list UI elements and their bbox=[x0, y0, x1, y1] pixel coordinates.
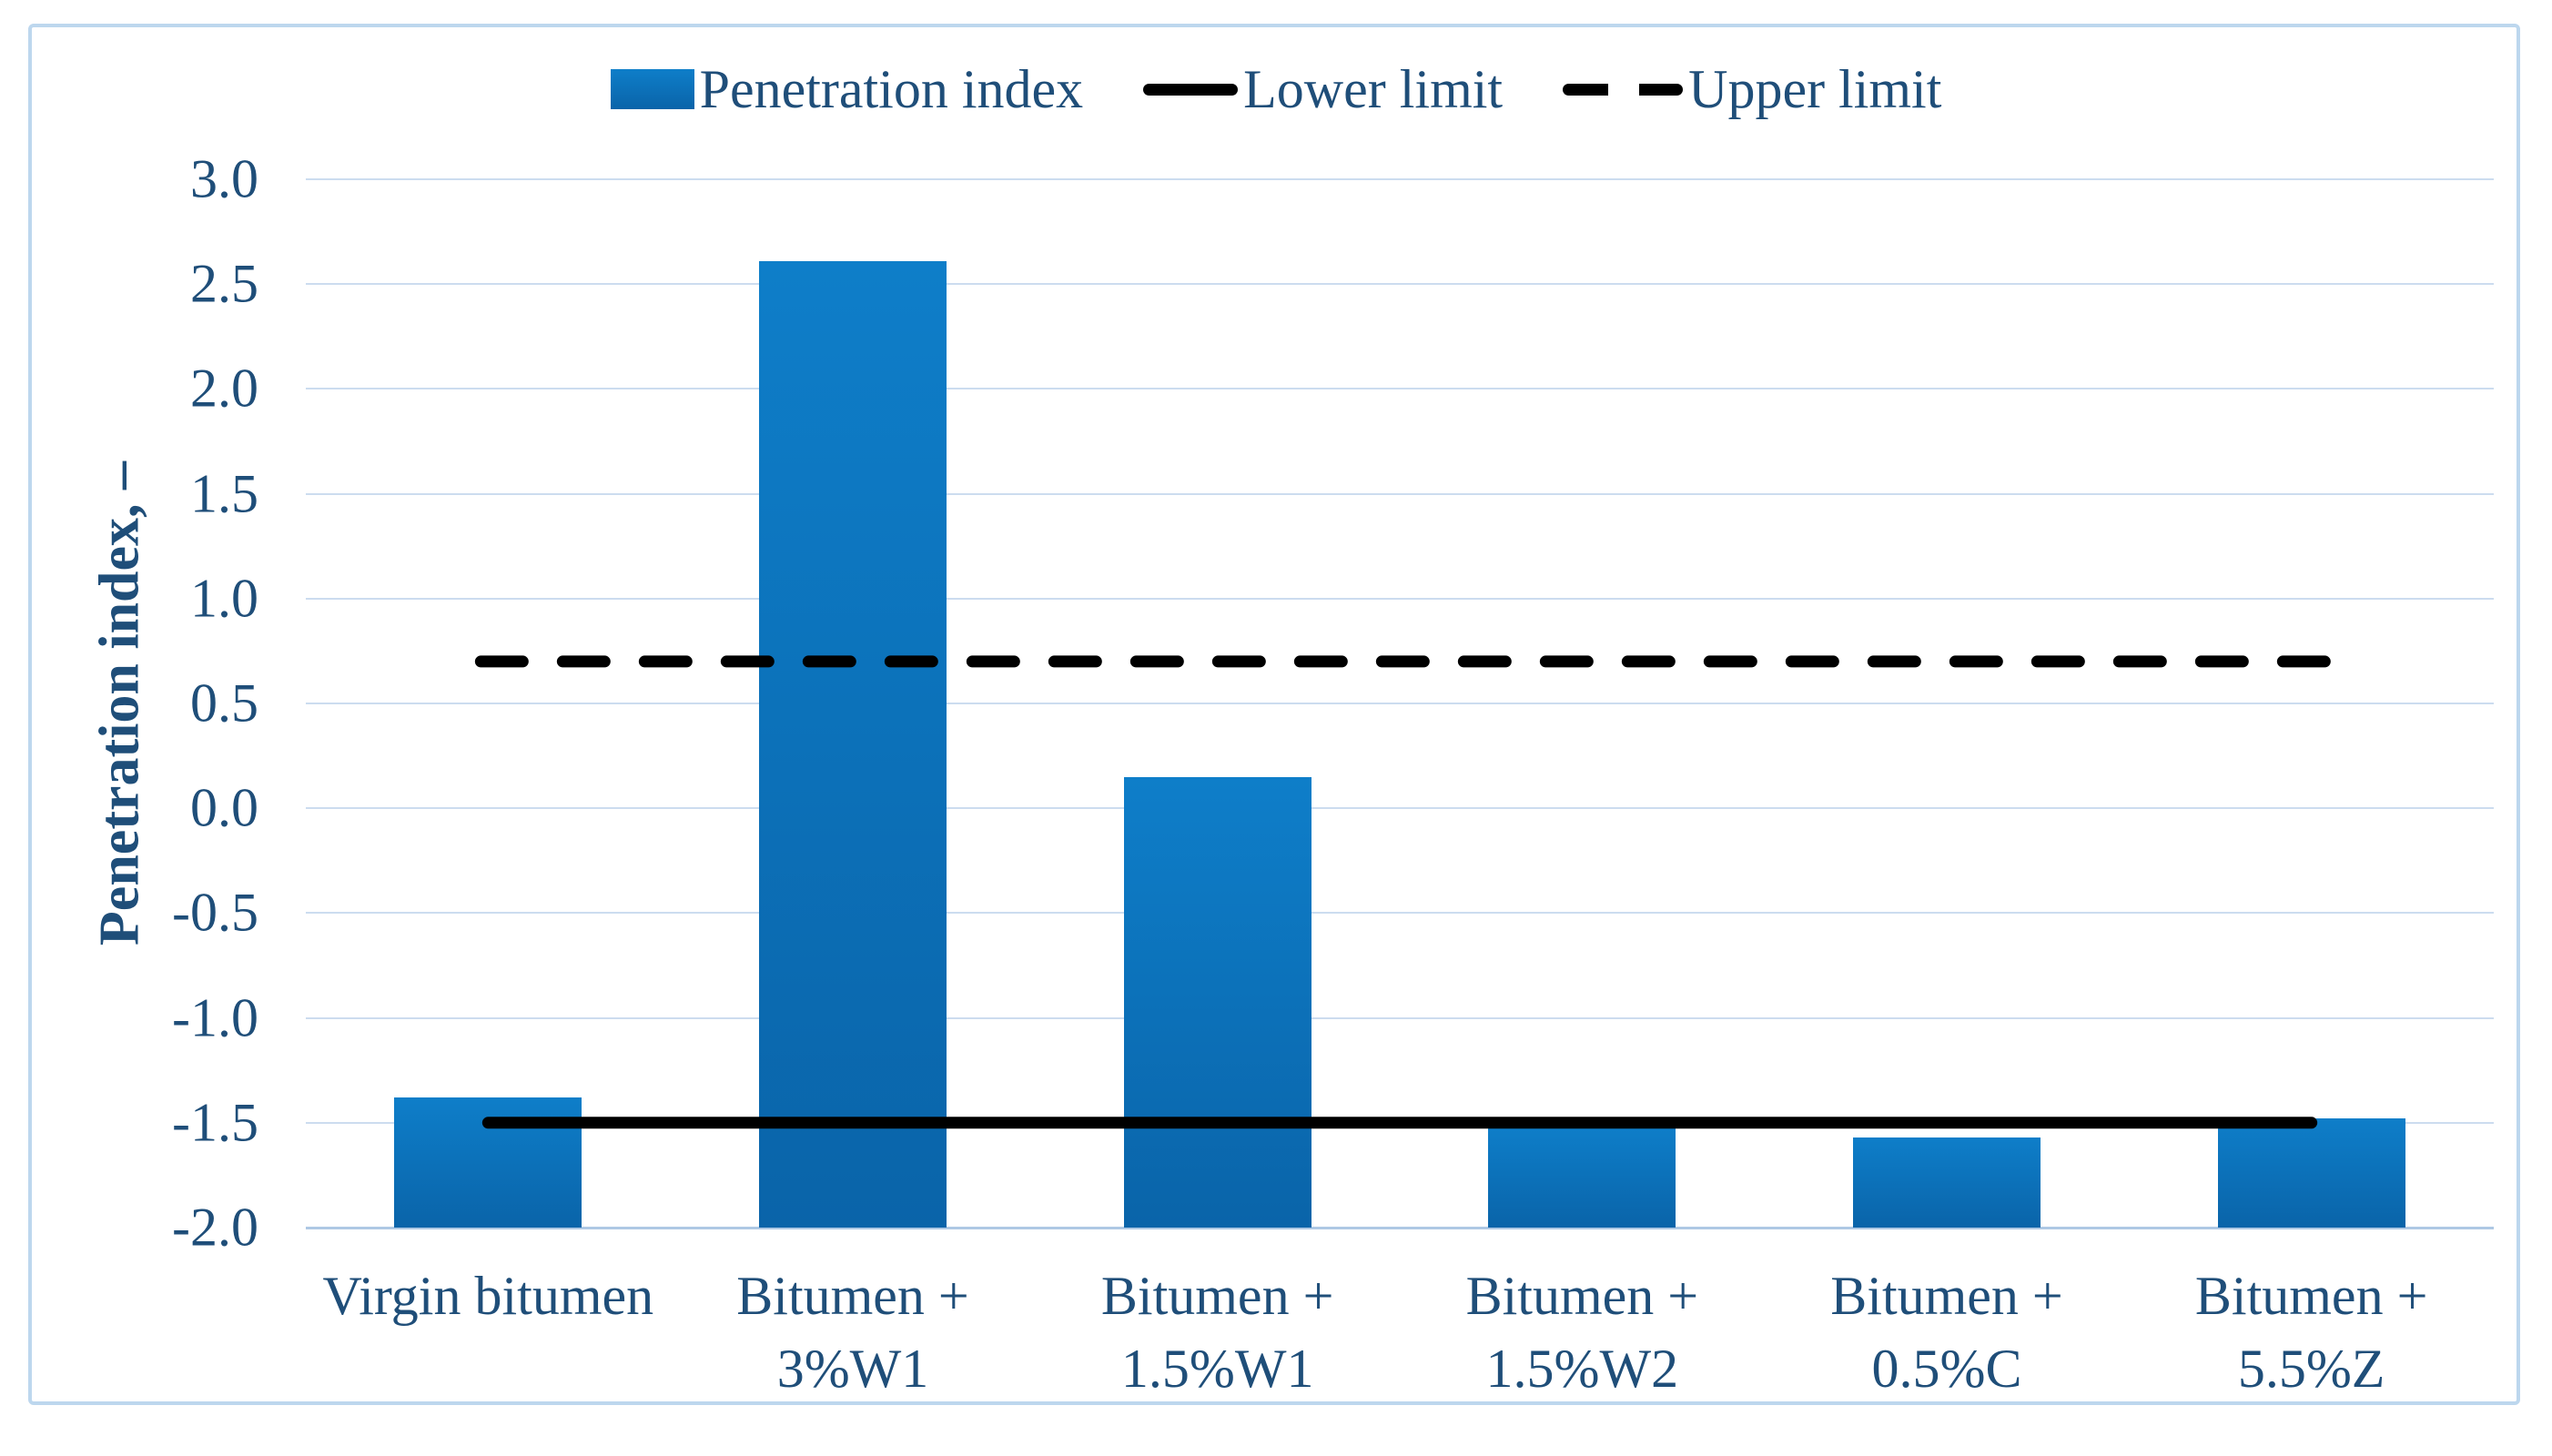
chart-frame-border bbox=[28, 24, 2520, 1405]
gridline bbox=[306, 703, 2494, 704]
x-axis-label-bitumen-1-5-w1: Bitumen + 1.5%W1 bbox=[1100, 1266, 1334, 1399]
x-axis-label-bitumen-0-5-c: Bitumen + 0.5%C bbox=[1830, 1266, 2063, 1399]
bar-bitumen-1-5-w1 bbox=[1123, 776, 1311, 1228]
y-tick-label: 3.0 bbox=[190, 148, 258, 209]
y-tick-label: 2.5 bbox=[190, 253, 258, 314]
x-axis-label-bitumen-3-w1: Bitumen + 3%W1 bbox=[736, 1266, 969, 1399]
y-tick-label: 2.0 bbox=[190, 358, 258, 419]
gridline bbox=[306, 492, 2494, 495]
x-axis-label-virgin-bitumen: Virgin bitumen bbox=[322, 1266, 654, 1326]
bar-bitumen-5-5-z bbox=[2217, 1118, 2405, 1228]
y-tick-label: -2.0 bbox=[172, 1197, 258, 1258]
legend-item-upper-limit: Upper limit bbox=[1563, 58, 1941, 121]
legend-item-penetration-index: Penetration index bbox=[610, 58, 1084, 121]
gridline bbox=[306, 1016, 2494, 1019]
gridline bbox=[306, 912, 2494, 915]
y-tick-label: -1.0 bbox=[172, 987, 258, 1048]
x-axis-label-bitumen-5-5-z: Bitumen + 5.5%Z bbox=[2194, 1266, 2428, 1399]
legend-label: Upper limit bbox=[1688, 58, 1942, 119]
gridline bbox=[306, 283, 2494, 286]
gridline bbox=[306, 178, 2494, 180]
gridline bbox=[306, 388, 2494, 390]
y-tick-label: 1.5 bbox=[190, 463, 258, 524]
solid-line-icon bbox=[1143, 83, 1239, 96]
chart-legend: Penetration index Lower limit Upper limi… bbox=[0, 53, 2552, 126]
bar-bitumen-3-w1 bbox=[759, 260, 947, 1228]
y-tick-label: 0.5 bbox=[190, 672, 258, 733]
legend-item-lower-limit: Lower limit bbox=[1143, 58, 1503, 121]
bar-virgin-bitumen bbox=[394, 1097, 582, 1228]
bar-bitumen-0-5-c bbox=[1853, 1137, 2041, 1228]
gridline bbox=[306, 597, 2494, 600]
gridline bbox=[306, 1121, 2494, 1124]
plot-area bbox=[306, 178, 2494, 1229]
bar-swatch-icon bbox=[610, 69, 694, 109]
gridline bbox=[306, 807, 2494, 810]
bar-bitumen-1-5-w2 bbox=[1488, 1127, 1676, 1228]
y-tick-label: 1.0 bbox=[190, 568, 258, 629]
legend-label: Penetration index bbox=[699, 58, 1084, 119]
y-tick-label: -1.5 bbox=[172, 1092, 258, 1153]
dashed-line-icon bbox=[1563, 83, 1684, 96]
x-axis-label-bitumen-1-5-w2: Bitumen + 1.5%W2 bbox=[1465, 1266, 1699, 1399]
y-tick-label: -0.5 bbox=[172, 882, 258, 943]
legend-label: Lower limit bbox=[1243, 58, 1504, 119]
x-axis-line bbox=[306, 1227, 2494, 1229]
y-tick-label: 0.0 bbox=[190, 777, 258, 838]
